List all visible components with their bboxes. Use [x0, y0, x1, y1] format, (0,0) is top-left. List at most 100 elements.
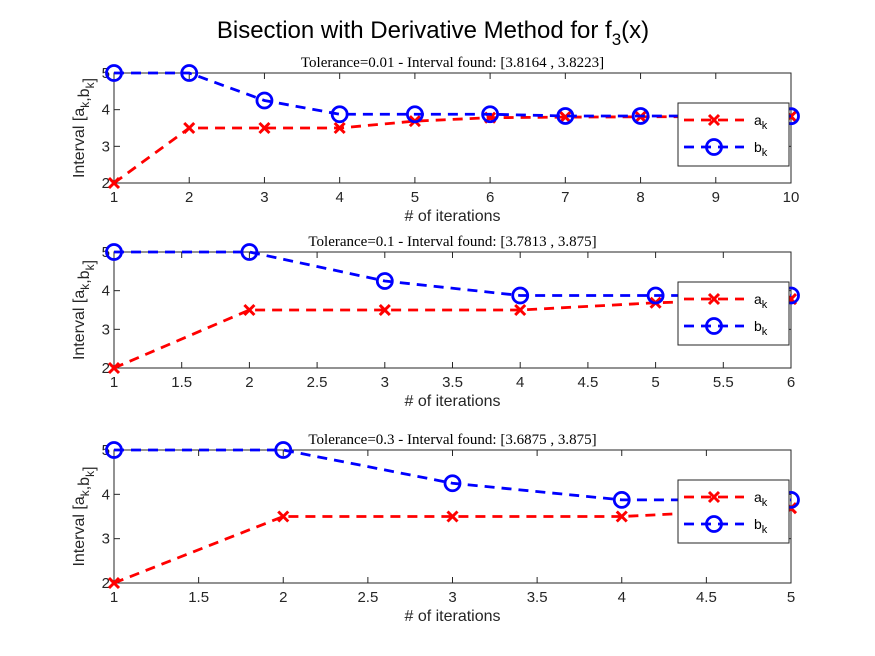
data-point-bk [631, 107, 650, 125]
legend-marker-o [705, 515, 723, 533]
legend-marker-x [707, 490, 721, 504]
x-tick-label: 3 [448, 589, 456, 606]
x-tick-label: 6 [787, 374, 795, 391]
x-tick-label: 1.5 [188, 589, 209, 606]
x-tick-label: 8 [636, 189, 644, 206]
x-tick-label: 4.5 [577, 374, 598, 391]
legend-label-bk: bk [754, 516, 768, 536]
x-tick-label: 1 [110, 589, 118, 606]
legend-marker-x [707, 292, 721, 306]
y-axis-label-subscript: k [83, 81, 97, 88]
marker-x-stroke [333, 121, 346, 135]
marker-x-stroke [107, 176, 121, 190]
legend-label-main: a [754, 112, 762, 128]
legend-box [677, 102, 790, 167]
x-tick-label: 1 [110, 374, 118, 391]
y-axis-label-subscript: k [83, 263, 97, 270]
legend-label-main: a [754, 489, 762, 505]
series-line-ak [113, 506, 792, 585]
marker-x-stroke [277, 510, 290, 523]
y-axis-label: Interval [ak,bk] [71, 78, 98, 178]
y-axis-label-text: Interval [a [71, 290, 88, 360]
x-tick-label: 5.5 [713, 374, 734, 391]
y-tick-label: 4 [102, 283, 110, 300]
legend-label-ak: ak [754, 291, 768, 311]
data-point-ak [183, 121, 196, 135]
x-tick-label: 4 [618, 589, 626, 606]
legend-marker-o [705, 317, 723, 335]
data-point-ak [107, 576, 121, 590]
x-tick-label: 2 [245, 374, 253, 391]
data-point-ak [333, 121, 346, 135]
legend-label-main: b [754, 516, 762, 532]
data-point-bk [646, 286, 665, 305]
y-tick-label: 3 [102, 138, 110, 155]
x-tick-label: 2 [279, 589, 287, 606]
y-axis-label-text: ,b [76, 88, 93, 101]
data-point-ak [559, 111, 572, 124]
x-tick-label: 5 [411, 189, 419, 206]
y-axis-label: Interval [ak,bk] [71, 260, 98, 360]
legend-label-main: a [754, 291, 762, 307]
legend-label-ak: ak [754, 489, 768, 509]
marker-x-stroke [258, 121, 271, 135]
x-tick-label: 3.5 [527, 589, 548, 606]
y-tick-label: 3 [102, 321, 110, 338]
y-tick-label: 2 [102, 575, 110, 592]
data-point-bk [481, 105, 500, 124]
data-point-ak [107, 176, 121, 190]
legend-marker-o [705, 138, 723, 156]
y-axis-label: Interval [ak,bk] [71, 466, 98, 566]
legend: ak bk [677, 281, 790, 346]
y-tick-label: 2 [102, 360, 110, 377]
x-tick-label: 7 [561, 189, 569, 206]
x-tick-label: 2 [185, 189, 193, 206]
data-point-ak [378, 303, 391, 317]
x-tick-label: 3.5 [442, 374, 463, 391]
legend-label-subscript: k [762, 147, 768, 159]
y-axis-label-text: ] [81, 260, 98, 264]
data-point-bk [405, 105, 424, 124]
x-tick-label: 1 [110, 189, 118, 206]
marker-x-stroke [378, 303, 391, 317]
y-tick-label: 3 [102, 531, 110, 548]
legend-label-subscript: k [762, 120, 768, 132]
legend-marker-x [707, 113, 721, 127]
x-axis-label: # of iterations [404, 608, 500, 625]
legend-label-main: b [754, 318, 762, 334]
y-axis-label-subscript: k [78, 283, 92, 290]
series-line-ak [113, 297, 792, 370]
marker-x-stroke [446, 510, 459, 523]
figure-title-subscript: 3 [612, 30, 621, 49]
subplot-title: Tolerance=0.3 - Interval found: [3.6875 … [308, 432, 596, 448]
data-point-bk [330, 105, 349, 124]
y-tick-label: 4 [102, 102, 110, 119]
y-axis-label-text: Interval [a [71, 496, 88, 566]
data-point-ak [446, 510, 459, 523]
x-tick-label: 10 [783, 189, 800, 206]
y-axis-label-text: ,b [76, 270, 93, 283]
y-axis-label-text: ] [81, 466, 98, 470]
legend-label-subscript: k [762, 326, 768, 338]
marker-x-stroke [559, 111, 572, 124]
y-tick-label: 2 [102, 175, 110, 192]
y-axis-label-subscript: k [78, 101, 92, 108]
data-point-bk [556, 107, 575, 125]
marker-x-stroke [514, 303, 527, 317]
data-point-bk [255, 91, 274, 110]
figure-title-suffix: (x) [621, 17, 649, 44]
legend-label-subscript: k [762, 524, 768, 536]
legend-box [677, 479, 790, 544]
data-point-ak [258, 121, 271, 135]
data-point-ak [277, 510, 290, 523]
y-tick-label: 4 [102, 486, 110, 503]
legend-label-main: b [754, 139, 762, 155]
marker-x-stroke [183, 121, 196, 135]
data-point-bk [443, 474, 462, 493]
